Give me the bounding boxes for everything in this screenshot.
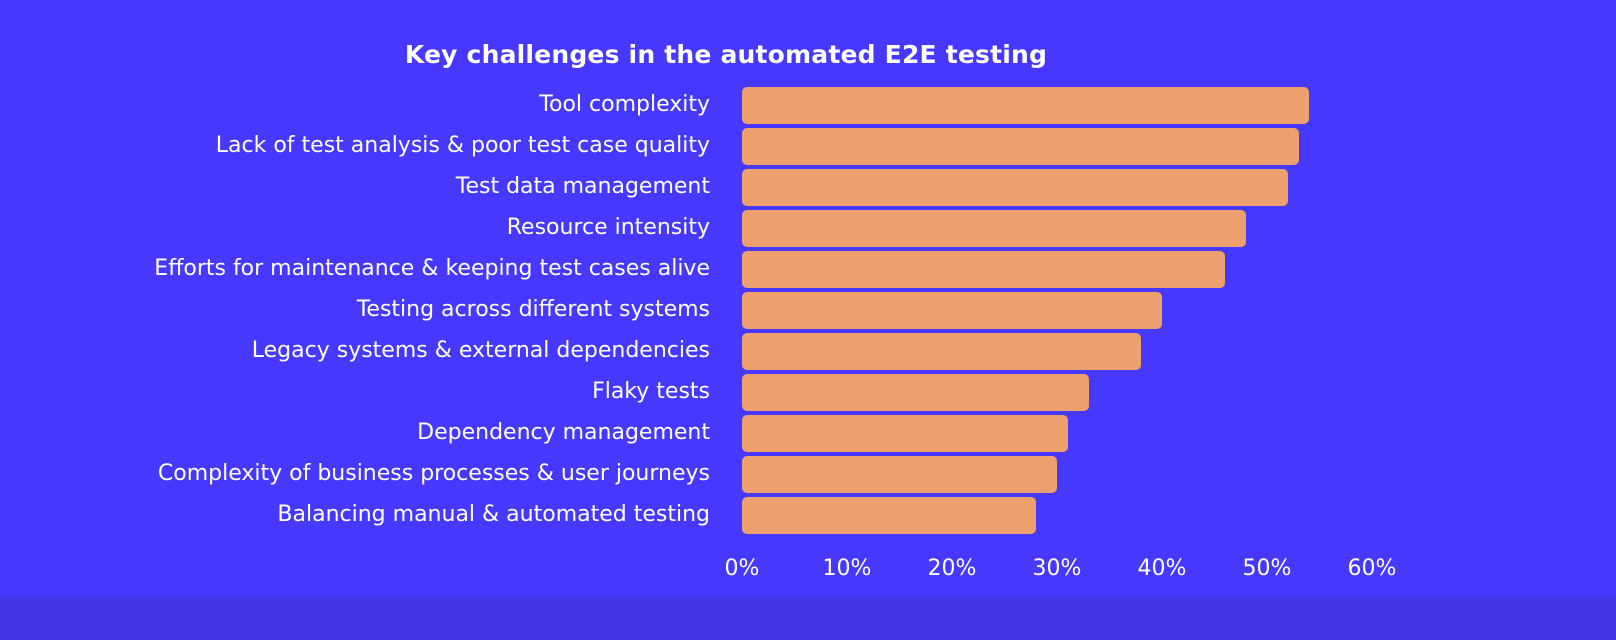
- chart-title: Key challenges in the automated E2E test…: [404, 40, 1048, 69]
- chart-card: Key challenges in the automated E2E test…: [0, 0, 1616, 597]
- x-tick-label: 20%: [927, 556, 977, 581]
- bar: [742, 292, 1162, 329]
- bar-row: Balancing manual & automated testing: [0, 495, 1616, 536]
- bar-row: Tool complexity: [0, 85, 1616, 126]
- x-tick-label: 10%: [822, 556, 872, 581]
- bars-area: Tool complexity Lack of test analysis & …: [0, 85, 1616, 536]
- category-label: Flaky tests: [592, 379, 710, 405]
- category-label: Resource intensity: [506, 215, 710, 241]
- bar-track: [742, 415, 1372, 452]
- bar-track: [742, 128, 1372, 165]
- category-label: Dependency management: [417, 420, 710, 446]
- category-label: Test data management: [455, 174, 710, 200]
- x-tick-label: 40%: [1137, 556, 1187, 581]
- bar-row: Test data management: [0, 167, 1616, 208]
- x-tick-label: 30%: [1032, 556, 1082, 581]
- bar: [742, 87, 1309, 124]
- x-tick-label: 0%: [724, 556, 760, 581]
- bar-track: [742, 251, 1372, 288]
- bar: [742, 128, 1299, 165]
- bar-track: [742, 292, 1372, 329]
- bar-track: [742, 497, 1372, 534]
- category-label: Lack of test analysis & poor test case q…: [215, 133, 710, 159]
- bar-row: Testing across different systems: [0, 290, 1616, 331]
- bar-track: [742, 333, 1372, 370]
- bar-row: Lack of test analysis & poor test case q…: [0, 126, 1616, 167]
- bar-row: Resource intensity: [0, 208, 1616, 249]
- bar-row: Dependency management: [0, 413, 1616, 454]
- category-label: Efforts for maintenance & keeping test c…: [154, 256, 710, 282]
- bar: [742, 456, 1057, 493]
- bar: [742, 374, 1089, 411]
- bar-row: Complexity of business processes & user …: [0, 454, 1616, 495]
- bar-row: Flaky tests: [0, 372, 1616, 413]
- x-axis: 0% 10% 20% 30% 40% 50% 60%: [725, 548, 1397, 590]
- x-tick-label: 60%: [1347, 556, 1397, 581]
- bar-track: [742, 210, 1372, 247]
- bar: [742, 333, 1141, 370]
- bar-track: [742, 374, 1372, 411]
- bar-track: [742, 87, 1372, 124]
- category-label: Balancing manual & automated testing: [277, 502, 710, 528]
- bar-row: Legacy systems & external dependencies: [0, 331, 1616, 372]
- category-label: Testing across different systems: [356, 297, 710, 323]
- bar: [742, 415, 1068, 452]
- bar: [742, 251, 1225, 288]
- category-label: Legacy systems & external dependencies: [251, 338, 710, 364]
- category-label: Complexity of business processes & user …: [157, 461, 710, 487]
- bar: [742, 497, 1036, 534]
- bar: [742, 210, 1246, 247]
- category-label: Tool complexity: [539, 92, 710, 118]
- bar-row: Efforts for maintenance & keeping test c…: [0, 249, 1616, 290]
- bar-track: [742, 456, 1372, 493]
- x-tick-label: 50%: [1242, 556, 1292, 581]
- bar-track: [742, 169, 1372, 206]
- bar: [742, 169, 1288, 206]
